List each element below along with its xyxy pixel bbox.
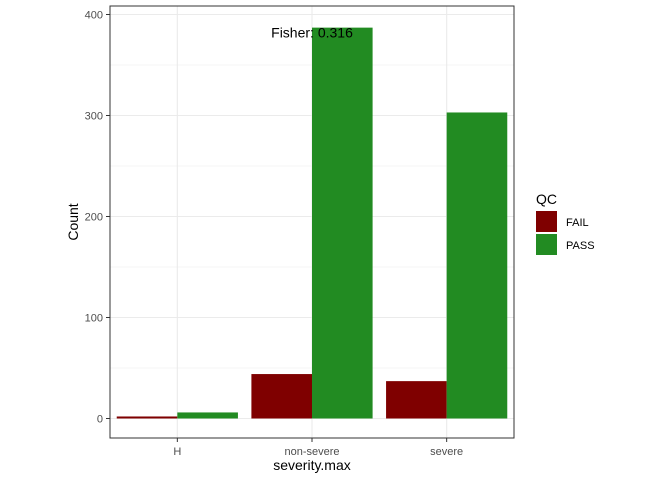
bar-fail-h	[116, 416, 178, 419]
legend-title: QC	[536, 191, 557, 207]
fisher-annotation: Fisher: 0.316	[271, 25, 353, 41]
y-tick-label: 0	[97, 414, 103, 426]
legend-key-fail	[536, 211, 557, 232]
y-tick-label: 100	[85, 313, 103, 325]
legend-key-pass	[536, 234, 557, 255]
legend: QC FAIL PASS	[536, 191, 595, 255]
y-tick-label: 400	[85, 10, 103, 22]
x-tick-label: non-severe	[284, 446, 339, 458]
bar-fail-non-severe	[251, 374, 312, 419]
x-tick-label: severe	[430, 446, 463, 458]
y-tick-label: 200	[85, 212, 103, 224]
bar-pass-h	[177, 412, 238, 419]
y-axis-title: Count	[65, 203, 81, 240]
y-axis: 0 100 200 300 400	[85, 10, 110, 426]
x-axis-title: severity.max	[273, 457, 351, 473]
bar-pass-severe	[446, 112, 508, 419]
y-tick-label: 300	[85, 111, 103, 123]
bar-pass-non-severe	[312, 27, 373, 419]
bars	[116, 27, 508, 419]
bar-fail-severe	[386, 381, 447, 419]
x-tick-label: H	[173, 446, 181, 458]
legend-label-fail: FAIL	[566, 217, 589, 229]
legend-label-pass: PASS	[566, 240, 595, 252]
